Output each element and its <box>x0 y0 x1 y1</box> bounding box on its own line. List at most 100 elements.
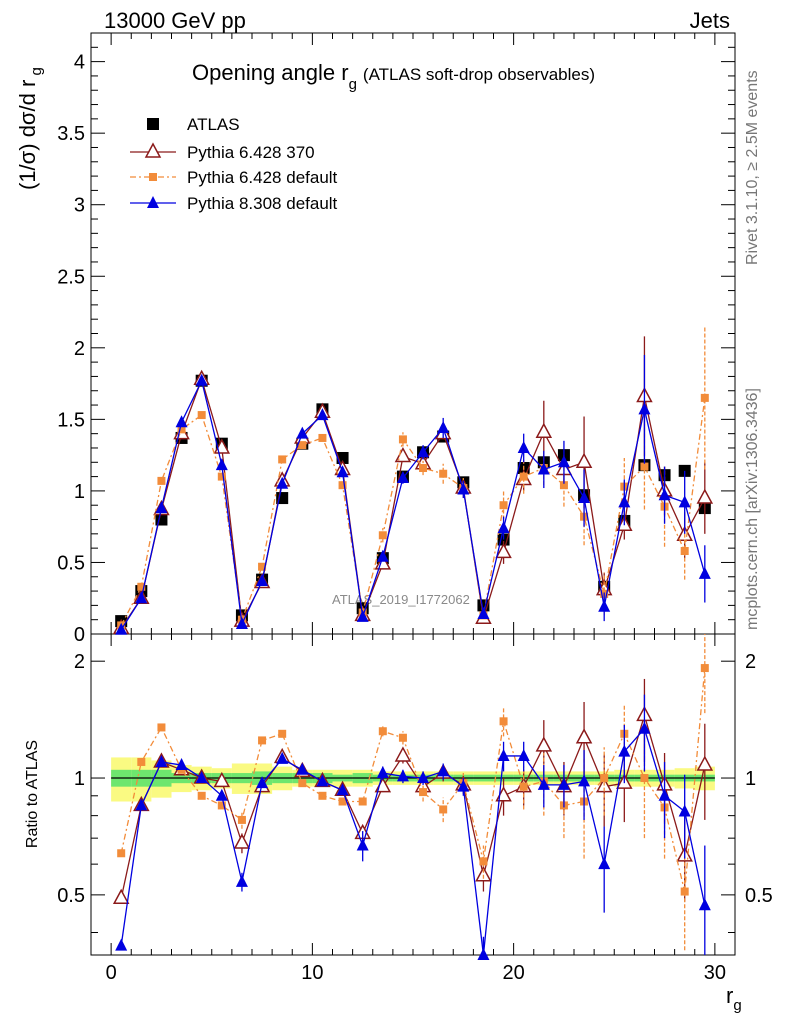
data-point <box>316 408 329 421</box>
y-tick-label-ratio: 0.5 <box>57 885 85 907</box>
ratio-point <box>298 779 307 788</box>
ratio-point <box>115 938 128 951</box>
data-point <box>296 426 309 439</box>
x-axis-title-sub: g <box>733 997 741 1014</box>
ratio-point <box>233 833 251 849</box>
data-point <box>638 402 651 415</box>
data-point <box>155 513 168 526</box>
data-point <box>497 521 510 534</box>
data-point <box>157 476 166 485</box>
ratio-point <box>155 754 168 767</box>
data-point <box>419 464 428 473</box>
data-point <box>535 422 553 438</box>
ratio-point <box>235 874 248 887</box>
data-point <box>396 471 409 484</box>
legend: ATLAS Pythia 6.428 370 Pythia 6.428 defaul… <box>130 115 338 213</box>
data-point <box>559 481 568 490</box>
ratio-point <box>678 804 691 817</box>
data-point <box>557 455 570 468</box>
ratio-point <box>358 797 367 806</box>
ratio-point <box>378 727 387 736</box>
ratio-point <box>537 777 550 790</box>
data-point <box>678 495 691 508</box>
upper-y-axis-title: (1/σ) dσ/d r g <box>15 67 45 190</box>
data-point <box>197 411 206 420</box>
header-observable-group: Jets <box>689 8 730 33</box>
ratio-point <box>477 948 490 960</box>
data-point <box>298 441 307 450</box>
data-point <box>376 549 389 562</box>
ratio-point <box>680 887 689 896</box>
data-point <box>215 458 228 471</box>
data-point <box>598 599 611 612</box>
ratio-point <box>598 857 611 870</box>
data-point <box>495 542 512 559</box>
data-point <box>135 591 148 604</box>
ratio-point <box>457 779 470 792</box>
y-tick-label-upper: 2 <box>74 338 85 360</box>
y-tick-label-upper: 3 <box>74 195 85 217</box>
ratio-point <box>700 664 709 673</box>
y-tick-label-upper: 1 <box>74 481 85 503</box>
ratio-point <box>213 771 231 788</box>
data-point <box>437 420 450 433</box>
x-axis-ticks: 0 10 20 30 <box>90 33 736 984</box>
y-tick-label-ratio-right: 0.5 <box>745 885 773 907</box>
y-tick-label-ratio: 2 <box>74 651 85 673</box>
y-tick-label-upper: 0.5 <box>57 552 85 574</box>
data-point <box>195 373 208 386</box>
ratio-point <box>112 888 130 905</box>
data-point <box>177 425 186 434</box>
ratio-point <box>376 766 389 779</box>
data-point <box>640 462 649 471</box>
ratio-point <box>276 751 289 764</box>
ratio-point <box>217 801 226 810</box>
ratio-point <box>278 729 287 738</box>
data-point <box>499 501 508 510</box>
data-point <box>698 566 711 579</box>
ratio-line <box>120 668 706 892</box>
ratio-point <box>117 849 126 858</box>
ratio-series-2 <box>115 694 711 960</box>
legend-marker <box>144 142 162 158</box>
data-point <box>537 462 550 475</box>
ratio-line <box>120 713 706 899</box>
plot-title: Opening angle rg (ATLAS soft-drop observa… <box>192 60 595 93</box>
ratio-point <box>575 728 593 744</box>
upper-y-axis-title-main: (1/σ) dσ/d r <box>15 80 40 190</box>
data-point <box>217 472 226 481</box>
y-tick-label-ratio-right: 2 <box>745 651 756 673</box>
ratio-point <box>618 744 631 757</box>
ratio-point <box>137 757 146 766</box>
data-point <box>276 476 289 489</box>
legend-label: Pythia 6.428 default <box>187 168 338 187</box>
data-point <box>398 435 407 444</box>
data-point <box>155 501 168 514</box>
y-tick-label-ratio-right: 1 <box>745 768 756 790</box>
data-point <box>256 574 269 587</box>
ratio-series-0 <box>112 678 714 905</box>
ratio-point <box>497 748 510 761</box>
ratio-point <box>316 774 329 787</box>
y-tick-label-upper: 0 <box>74 624 85 646</box>
ratio-point <box>336 783 349 796</box>
data-point <box>696 488 714 504</box>
upper-series-2 <box>117 326 709 630</box>
y-tick-label-upper: 4 <box>74 52 85 74</box>
ratio-point <box>658 788 671 801</box>
ratio-point <box>439 805 448 814</box>
ratio-point <box>557 777 570 790</box>
ratio-point <box>237 815 246 824</box>
x-axis-title: rg <box>726 983 742 1014</box>
y-tick-label-upper: 2.5 <box>57 266 85 288</box>
ratio-point <box>195 771 208 784</box>
ratio-series-1 <box>117 634 709 951</box>
ratio-point <box>197 791 206 800</box>
legend-marker <box>149 173 157 181</box>
ratio-point <box>256 776 269 789</box>
ratio-point <box>638 721 651 734</box>
ratio-point <box>157 723 166 732</box>
ratio-point <box>698 898 711 911</box>
x-axis-title-main: r <box>726 983 733 1008</box>
